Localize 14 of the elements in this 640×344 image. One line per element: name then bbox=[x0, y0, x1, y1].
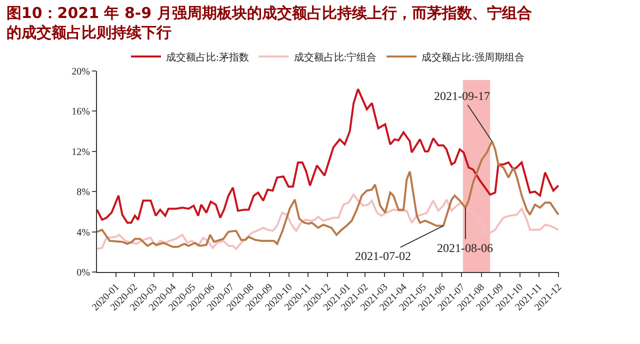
annotation: 2021-07-02 bbox=[355, 249, 411, 263]
chart-title: 图10：2021 年 8-9 月强周期板块的成交额占比持续上行，而茅指数、宁组合的成交额占比则持续下行 bbox=[6, 4, 532, 42]
line-series bbox=[97, 88, 559, 224]
legend-label: 成交额占比:茅指数 bbox=[166, 51, 249, 64]
y-tick-label: 4% bbox=[76, 227, 90, 238]
y-tick-label: 12% bbox=[72, 146, 90, 158]
annotation: 2021-09-17 bbox=[434, 89, 490, 103]
annotation: 2021-08-06 bbox=[437, 241, 493, 255]
legend-label: 成交额占比:强周期组合 bbox=[422, 51, 524, 64]
y-tick-label: 0% bbox=[76, 268, 90, 278]
y-tick-label: 8% bbox=[76, 187, 90, 198]
legend-label: 成交额占比:宁组合 bbox=[294, 51, 377, 64]
y-tick-label: 16% bbox=[72, 106, 90, 118]
y-tick-label: 20% bbox=[72, 66, 90, 78]
